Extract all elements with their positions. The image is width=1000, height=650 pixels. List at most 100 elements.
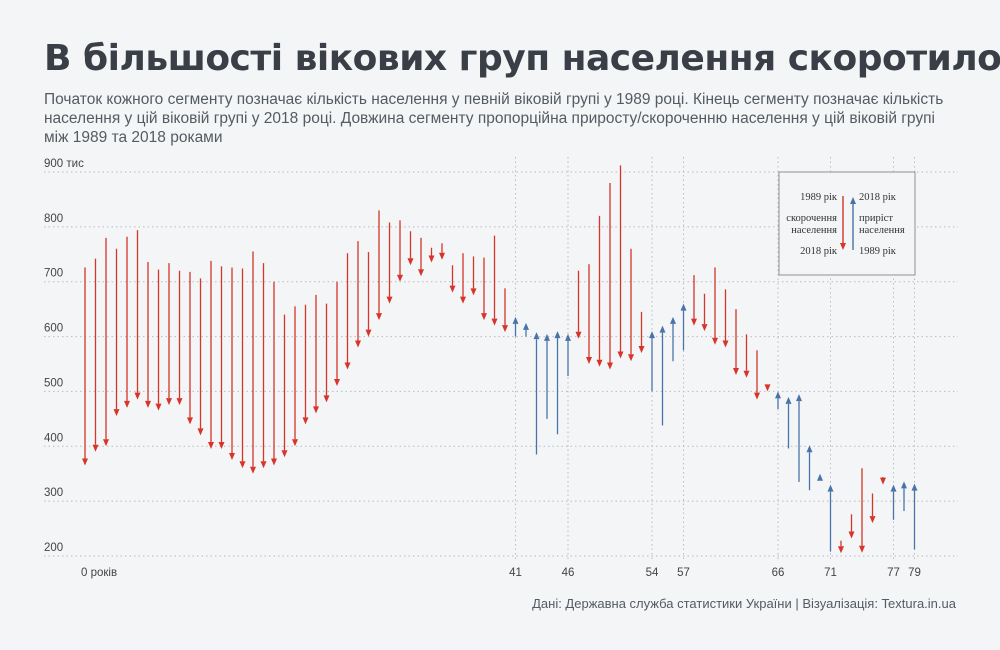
segment-age-48	[586, 264, 592, 364]
segment-age-47	[575, 270, 582, 339]
segment-arrowhead	[344, 362, 351, 370]
segment-age-28	[376, 210, 382, 321]
segment-age-65	[764, 384, 771, 392]
segment-age-9	[176, 270, 183, 406]
segment-age-56	[670, 316, 676, 362]
segment-arrowhead	[124, 400, 130, 408]
segment-age-22	[313, 294, 319, 414]
segment-age-21	[302, 304, 309, 425]
segment-age-77	[890, 484, 897, 520]
segment-arrowhead	[281, 450, 288, 458]
segment-age-63	[743, 334, 750, 378]
segment-arrowhead	[680, 303, 687, 311]
y-tick-label: 400	[44, 432, 63, 444]
segment-arrowhead	[418, 269, 424, 277]
legend-decline-arrowhead	[840, 243, 846, 250]
segment-arrowhead	[901, 481, 907, 489]
segment-arrowhead	[145, 400, 151, 408]
segment-age-25	[344, 253, 351, 370]
segment-arrowhead	[911, 483, 918, 491]
segment-age-3	[113, 248, 120, 417]
x-axis-labels: 0 років 41 46 54 57 66 71 77 79	[81, 567, 921, 579]
segment-arrowhead	[334, 378, 340, 386]
segment-age-6	[145, 261, 151, 408]
segment-arrowhead	[764, 384, 771, 392]
segment-age-79	[911, 483, 918, 550]
segment-arrowhead	[197, 428, 204, 436]
segment-age-51	[617, 165, 624, 359]
segment-age-41	[512, 316, 519, 337]
segment-age-24	[334, 281, 340, 386]
x-tick-label: 46	[562, 567, 575, 579]
x-tick-label: 71	[824, 567, 837, 579]
segment-age-75	[869, 493, 876, 524]
segment-arrowhead	[470, 288, 477, 296]
segment-arrowhead	[754, 392, 760, 400]
segment-arrowhead	[859, 545, 865, 553]
segment-arrowhead	[439, 252, 445, 260]
y-tick-label: 300	[44, 487, 63, 499]
legend-right-mid2: населення	[859, 225, 905, 236]
segment-age-62	[733, 309, 739, 375]
segment-age-27	[365, 252, 372, 337]
segment-arrowhead	[848, 531, 855, 539]
segment-arrowhead	[176, 398, 183, 406]
segment-age-38	[481, 257, 487, 321]
segment-arrowhead	[607, 362, 613, 370]
chart-subtitle: Початок кожного сегменту позначає кількі…	[44, 91, 944, 146]
segment-age-18	[271, 281, 277, 466]
segment-arrowhead	[313, 406, 319, 414]
segment-arrowhead	[239, 461, 246, 469]
segment-arrowhead	[523, 322, 529, 330]
segment-age-26	[355, 241, 361, 348]
segment-age-19	[281, 314, 288, 458]
y-tick-label: 600	[44, 323, 63, 335]
segment-age-40	[502, 288, 508, 333]
legend: 1989 рік скорочення населення 2018 рік 2…	[778, 171, 916, 276]
segment-age-46	[565, 333, 571, 377]
segment-arrowhead	[218, 442, 225, 450]
segment-arrowhead	[397, 274, 403, 282]
segment-arrowhead	[481, 313, 487, 321]
segment-age-54	[649, 331, 655, 392]
segment-arrowhead	[701, 324, 708, 332]
segment-age-11	[197, 278, 204, 436]
segment-arrowhead	[491, 318, 498, 326]
segment-arrowhead	[113, 409, 120, 417]
segment-arrowhead	[92, 444, 99, 452]
segment-arrowhead	[596, 359, 603, 367]
page-title: В більшості вікових груп населення скоро…	[44, 38, 1000, 79]
segment-arrowhead	[460, 296, 466, 304]
segment-arrowhead	[407, 258, 414, 266]
segment-age-8	[166, 263, 172, 406]
segment-arrowhead	[733, 367, 739, 375]
segment-age-61	[722, 289, 729, 348]
segment-age-1	[92, 258, 99, 452]
segment-age-45	[554, 331, 561, 435]
source-credit: Дані: Державна служба статистики України…	[532, 596, 956, 611]
segment-age-68	[796, 394, 802, 482]
segment-arrowhead	[512, 316, 519, 324]
segment-age-29	[386, 222, 393, 304]
legend-box	[778, 171, 916, 276]
segment-arrowhead	[271, 458, 277, 466]
segment-age-74	[859, 468, 865, 553]
segment-arrowhead	[260, 461, 267, 469]
legend-left-mid1: скорочення	[786, 213, 837, 224]
segment-arrowhead	[187, 417, 193, 425]
segment-arrowhead	[554, 331, 561, 339]
segment-age-31	[407, 231, 414, 266]
segment-arrowhead	[638, 346, 645, 354]
segment-age-15	[239, 268, 246, 469]
segment-age-20	[292, 306, 298, 447]
segment-age-34	[439, 243, 445, 260]
segment-arrowhead	[628, 354, 634, 362]
legend-growth-arrowhead	[850, 197, 856, 204]
segment-age-58	[691, 275, 697, 326]
legend-left-mid2: населення	[791, 225, 837, 236]
segment-arrowhead	[355, 340, 361, 348]
x-tick-label: 66	[772, 567, 785, 579]
segment-age-64	[754, 350, 760, 400]
segment-arrowhead	[722, 340, 729, 348]
segment-age-33	[428, 247, 435, 263]
